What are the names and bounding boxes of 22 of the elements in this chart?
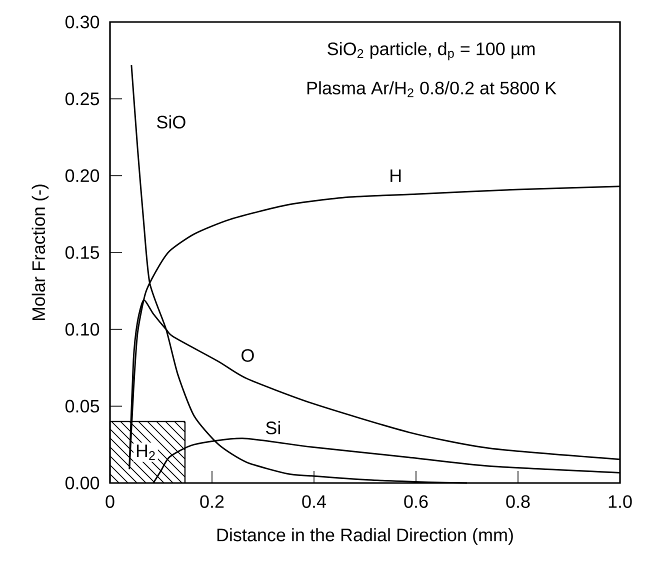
- series-label: SiO: [157, 115, 186, 128]
- series-label: O: [242, 349, 254, 362]
- x-tick-label: 0: [106, 495, 114, 508]
- y-tick-label: 0.05: [65, 400, 100, 413]
- x-tick-label: 0.4: [302, 495, 326, 508]
- annotation: H$_{2}$: [136, 444, 155, 460]
- y-tick-label: 0.00: [65, 476, 100, 490]
- series-label: Si: [266, 421, 280, 434]
- y-tick-label: 0.30: [65, 16, 100, 28]
- y-tick-label: 0.10: [65, 322, 100, 336]
- y-tick-label: 0.20: [65, 169, 100, 182]
- y-axis-title: Molar Fraction (-): [32, 184, 49, 320]
- y-tick-label: 0.15: [65, 246, 100, 259]
- y-tick-label: 0.25: [65, 92, 100, 106]
- x-tick-label: 1.0: [608, 495, 632, 508]
- x-axis-title: Distance in the Radial Direction (mm): [217, 528, 513, 545]
- text: SiO$_{2}$ particle, d$_{p}$ = 100 µm: [328, 42, 535, 60]
- x-tick-label: 0.2: [200, 495, 224, 508]
- text: Plasma Ar/H$_{2}$ 0.8/0.2 at 5800 K: [307, 81, 556, 98]
- x-tick-label: 0.6: [404, 495, 428, 508]
- series-label: H: [390, 169, 401, 182]
- x-tick-label: 0.8: [506, 495, 530, 508]
